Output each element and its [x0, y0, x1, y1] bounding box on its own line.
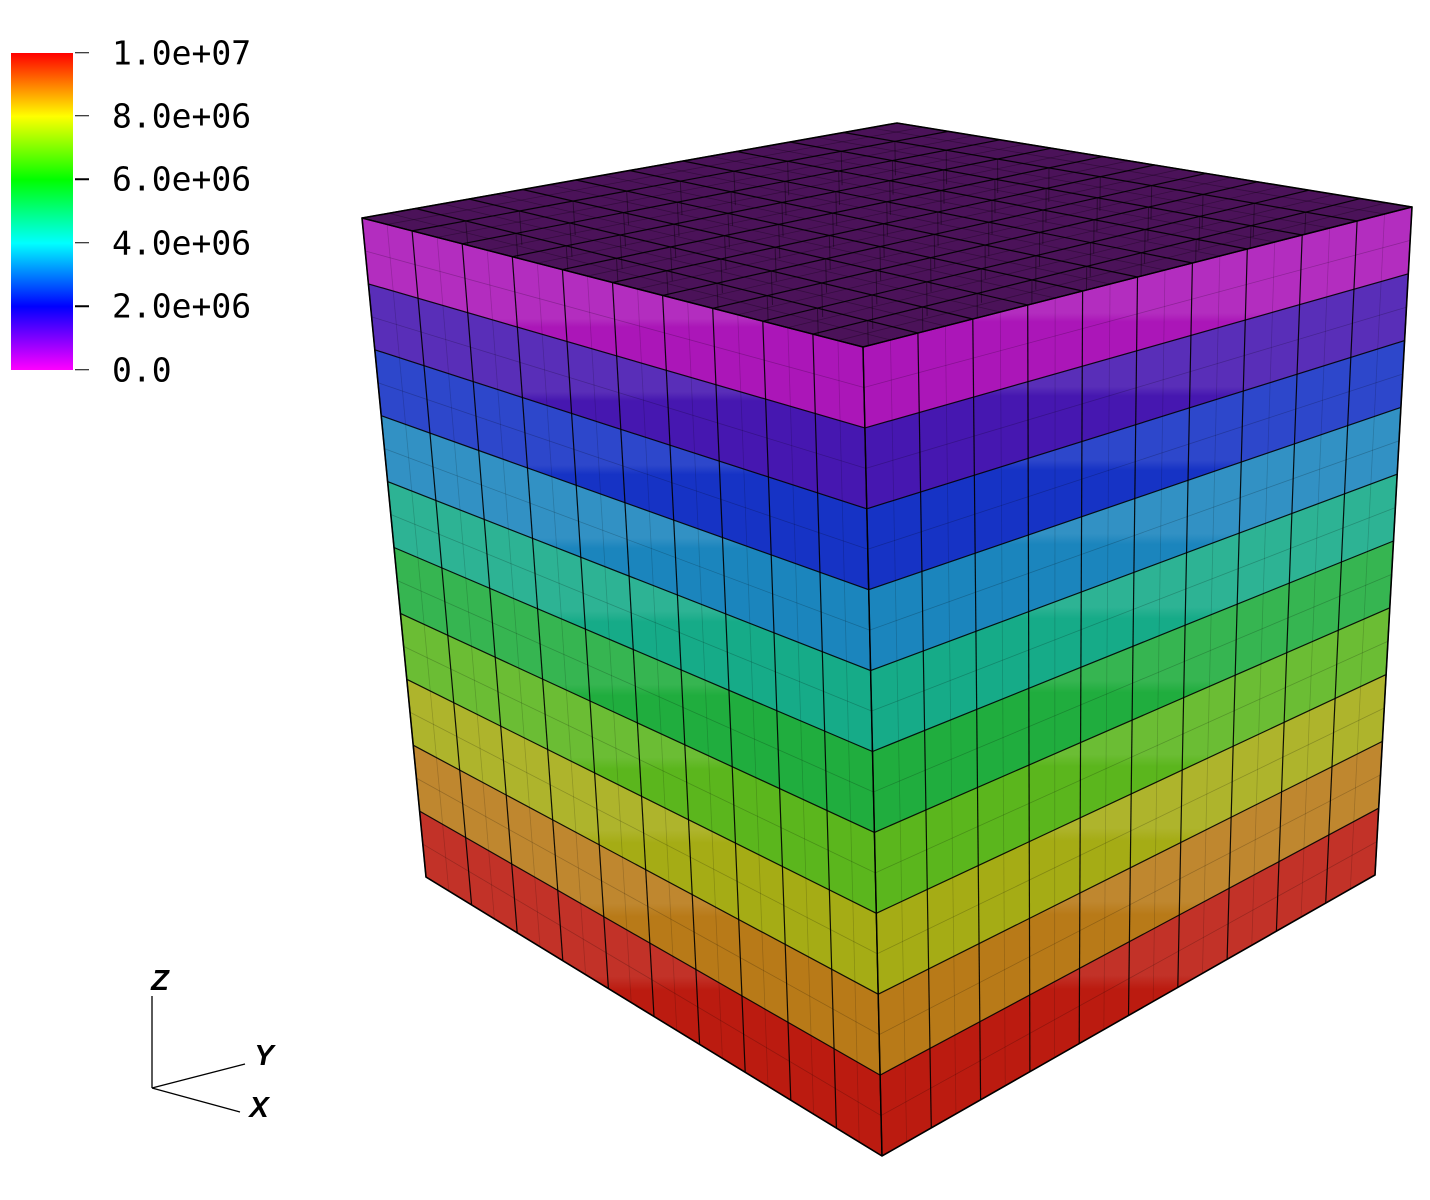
cube-left-face-band-7 — [406, 679, 879, 995]
colorbar-tick-mark — [75, 51, 89, 54]
colorbar-tick-mark — [75, 368, 89, 371]
colorbar-tick-mark — [75, 178, 89, 181]
cube-outline — [361, 122, 1413, 1157]
cube-top-face-fill — [362, 123, 1412, 347]
cube-left-face-band-1 — [368, 283, 867, 509]
cube-right-face — [862, 206, 1413, 1157]
z-axis-label: Z — [150, 965, 170, 997]
cube-left-face-band-9 — [419, 811, 882, 1156]
cube-left-face-band-5 — [394, 547, 875, 833]
colorbar-tick-label: 8.0e+06 — [112, 96, 252, 136]
orientation-axes-widget: Z Y X — [150, 965, 276, 1124]
cube-left-face-band-8 — [413, 745, 881, 1076]
cube-left-face-band-0 — [362, 218, 865, 428]
axes-lines — [151, 996, 246, 1113]
colorbar-tick-mark — [75, 241, 89, 244]
colorbar-tick-mark — [75, 305, 89, 307]
cube-left-face — [361, 217, 883, 1157]
x-axis-label: X — [247, 1092, 270, 1124]
colorbar-tick-label: 1.0e+07 — [112, 33, 252, 72]
colorbar-tick-label: 6.0e+06 — [112, 159, 252, 199]
cube-left-face-band-6 — [400, 613, 877, 914]
cube-edge — [862, 206, 1413, 348]
cube-left-face-band-2 — [374, 349, 869, 590]
cube-left-face-band-4 — [387, 481, 873, 752]
scalar-color-legend[interactable]: 1.0e+07 8.0e+06 6.0e+06 4.0e+06 2.0e+06 0.0 — [0, 0, 300, 420]
colorbar-tick-mark — [75, 115, 89, 117]
y-axis-line — [151, 1063, 246, 1089]
cube-left-face-band-3 — [381, 415, 871, 671]
colorbar-tick-label: 4.0e+06 — [112, 223, 252, 263]
cube-edge — [361, 217, 864, 348]
colorbar-gradient — [11, 53, 73, 370]
colorbar-tick-label: 2.0e+06 — [112, 286, 252, 326]
y-axis-label: Y — [254, 1040, 276, 1072]
x-axis-line — [151, 1087, 241, 1113]
colorbar-tick-label: 0.0 — [112, 350, 172, 389]
cube-edge — [862, 346, 883, 1157]
